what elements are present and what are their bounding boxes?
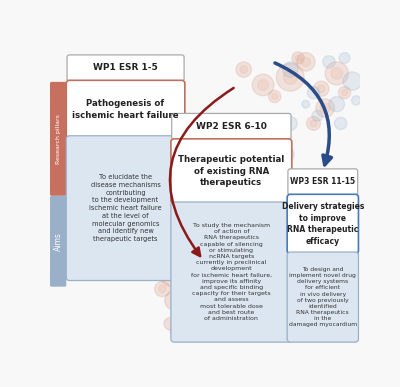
Text: To study the mechanism
of action of
RNA therapeutics
capable of silencing
or sti: To study the mechanism of action of RNA … (191, 223, 272, 321)
Circle shape (252, 166, 259, 173)
Circle shape (338, 86, 351, 99)
Circle shape (320, 103, 330, 113)
Circle shape (164, 317, 176, 330)
Circle shape (165, 291, 183, 310)
Circle shape (325, 62, 348, 85)
Circle shape (269, 164, 280, 175)
Text: WP2 ESR 6-10: WP2 ESR 6-10 (196, 122, 267, 131)
Circle shape (167, 259, 173, 265)
FancyBboxPatch shape (172, 113, 291, 140)
Circle shape (317, 85, 325, 92)
Circle shape (323, 56, 335, 68)
Circle shape (155, 281, 170, 297)
FancyBboxPatch shape (287, 252, 358, 342)
Circle shape (312, 110, 323, 121)
Circle shape (202, 332, 208, 338)
FancyBboxPatch shape (67, 55, 184, 81)
Circle shape (248, 197, 255, 204)
Circle shape (296, 53, 315, 71)
Circle shape (164, 256, 176, 268)
Circle shape (166, 261, 182, 278)
Circle shape (170, 324, 186, 339)
FancyBboxPatch shape (287, 194, 358, 253)
FancyBboxPatch shape (171, 139, 292, 204)
Circle shape (248, 135, 255, 143)
Circle shape (307, 86, 320, 99)
Circle shape (181, 281, 206, 305)
Circle shape (334, 117, 347, 130)
Circle shape (314, 81, 329, 96)
Circle shape (190, 317, 204, 330)
Circle shape (186, 308, 201, 324)
Circle shape (158, 285, 166, 293)
Circle shape (329, 96, 344, 112)
Text: Delivery strategies
to improve
RNA therapeutic
efficacy: Delivery strategies to improve RNA thera… (282, 202, 364, 246)
FancyBboxPatch shape (171, 202, 292, 342)
Circle shape (341, 89, 348, 96)
Circle shape (240, 66, 248, 74)
Circle shape (199, 291, 211, 303)
Circle shape (261, 133, 273, 145)
Circle shape (200, 273, 210, 282)
Circle shape (256, 151, 262, 158)
Text: Aims: Aims (54, 232, 63, 251)
Circle shape (214, 278, 228, 292)
FancyBboxPatch shape (50, 196, 66, 287)
Circle shape (352, 96, 361, 105)
Circle shape (316, 99, 334, 117)
FancyBboxPatch shape (288, 169, 358, 195)
Text: Pathogenesis of
ischemic heart failure: Pathogenesis of ischemic heart failure (72, 99, 179, 120)
FancyBboxPatch shape (66, 80, 185, 138)
Text: To design and
implement novel drug
delivery systems
for efficient
in vivo delive: To design and implement novel drug deliv… (289, 267, 357, 327)
Circle shape (302, 100, 310, 108)
FancyBboxPatch shape (50, 82, 66, 196)
Circle shape (268, 90, 281, 103)
Circle shape (258, 80, 268, 90)
Circle shape (171, 301, 193, 323)
Circle shape (343, 72, 362, 90)
Circle shape (331, 68, 342, 79)
Circle shape (276, 63, 304, 91)
Circle shape (176, 307, 187, 317)
Circle shape (252, 74, 274, 96)
Circle shape (306, 116, 320, 130)
Circle shape (183, 310, 211, 337)
Circle shape (157, 253, 191, 287)
Circle shape (295, 55, 301, 61)
Circle shape (272, 93, 278, 99)
Circle shape (174, 327, 182, 335)
Circle shape (339, 53, 350, 63)
Circle shape (279, 147, 294, 162)
Circle shape (236, 62, 252, 77)
Circle shape (260, 182, 266, 188)
Circle shape (210, 305, 216, 311)
Text: WP3 ESR 11-15: WP3 ESR 11-15 (290, 178, 355, 187)
Circle shape (310, 120, 317, 127)
Circle shape (283, 116, 297, 130)
Text: Therapeutic potential
of existing RNA
therapeutics: Therapeutic potential of existing RNA th… (178, 155, 284, 187)
Text: Research pillars: Research pillars (56, 114, 61, 164)
Circle shape (292, 52, 304, 64)
Circle shape (200, 330, 210, 341)
Circle shape (175, 267, 196, 288)
Circle shape (301, 57, 310, 67)
FancyBboxPatch shape (66, 136, 185, 281)
Text: To elucidate the
disease mechanisms
contributing
to the development
ischemic hea: To elucidate the disease mechanisms cont… (89, 174, 162, 242)
Circle shape (217, 282, 224, 289)
Text: WP1 ESR 1-5: WP1 ESR 1-5 (93, 63, 158, 72)
Circle shape (283, 70, 297, 84)
Circle shape (187, 287, 200, 299)
Circle shape (282, 62, 298, 77)
Circle shape (206, 302, 219, 314)
Circle shape (196, 268, 214, 287)
